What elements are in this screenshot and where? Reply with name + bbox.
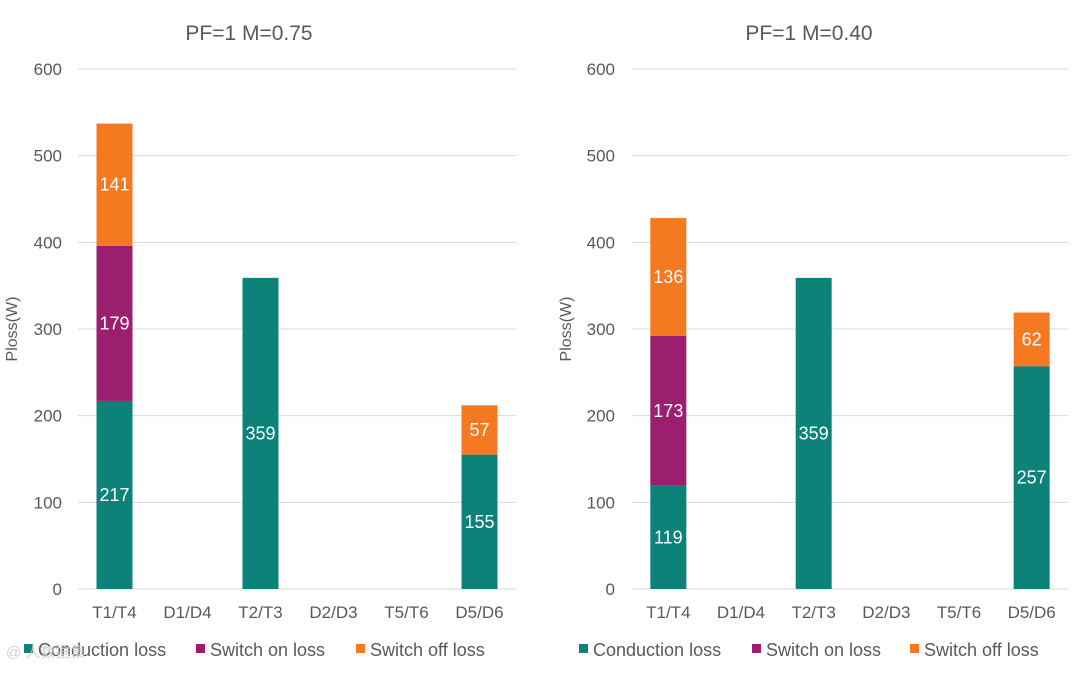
legend-label: Switch off loss	[370, 640, 485, 660]
x-tick-label: T1/T4	[92, 603, 136, 622]
legend-label: Conduction loss	[38, 640, 166, 660]
watermark-text: @ 人数据集	[6, 644, 85, 661]
x-tick-label: D5/D6	[455, 603, 503, 622]
y-tick-label: 600	[34, 60, 62, 79]
legend-label: Switch on loss	[210, 640, 325, 660]
y-tick-label: 300	[34, 320, 62, 339]
data-label: 359	[799, 423, 829, 443]
data-label: 136	[653, 267, 683, 287]
data-label: 217	[99, 485, 129, 505]
bar-segment	[96, 123, 133, 246]
chart-title: PF=1 M=0.75	[185, 22, 312, 45]
legend-swatch	[356, 644, 365, 653]
bar-segment	[1013, 366, 1050, 589]
y-tick-label: 100	[587, 493, 615, 512]
data-label: 141	[99, 175, 129, 195]
x-tick-label: D2/D3	[309, 603, 357, 622]
data-label: 57	[469, 420, 489, 440]
legend-swatch	[24, 644, 33, 653]
x-tick-label: T5/T6	[937, 603, 981, 622]
data-label: 173	[653, 401, 683, 421]
y-tick-label: 600	[587, 60, 615, 79]
bar-segment	[650, 335, 687, 486]
data-label: 359	[245, 423, 275, 443]
y-tick-label: 400	[587, 233, 615, 252]
y-axis-label: Ploss(W)	[4, 297, 21, 362]
legend-swatch	[910, 644, 919, 653]
x-tick-label: T2/T3	[791, 603, 835, 622]
y-tick-label: 400	[34, 233, 62, 252]
x-tick-label: D1/D4	[163, 603, 211, 622]
legend-label: Switch on loss	[766, 640, 881, 660]
bar-segment	[461, 454, 498, 589]
x-tick-label: T2/T3	[238, 603, 282, 622]
legend-label: Conduction loss	[593, 640, 721, 660]
x-tick-label: D5/D6	[1008, 603, 1056, 622]
data-label: 257	[1017, 468, 1047, 488]
bar-segment	[650, 485, 687, 589]
y-tick-label: 500	[587, 147, 615, 166]
y-tick-label: 100	[34, 493, 62, 512]
legend-swatch	[579, 644, 588, 653]
x-tick-label: T5/T6	[384, 603, 428, 622]
bar-segment	[650, 218, 687, 336]
legend-label: Switch off loss	[924, 640, 1039, 660]
x-tick-label: D2/D3	[862, 603, 910, 622]
bar-segment	[1013, 312, 1050, 367]
bar-segment	[96, 245, 133, 401]
chart-right: PF=1 M=0.40 0 100 200 300 400 500 600 Ploss(W) T1…	[558, 22, 1068, 660]
chart-left: PF=1 M=0.75 0 100 200 300 400 500 600 Ploss(W) T1…	[4, 22, 516, 660]
bar-segment	[96, 400, 133, 589]
y-tick-label: 0	[53, 580, 62, 599]
data-label: 155	[464, 512, 494, 532]
data-label: 119	[654, 527, 683, 547]
x-tick-label: D1/D4	[717, 603, 765, 622]
chart-title: PF=1 M=0.40	[745, 22, 872, 45]
data-label: 62	[1022, 329, 1042, 349]
legend-swatch	[196, 644, 205, 653]
y-tick-label: 0	[606, 580, 615, 599]
x-tick-label: T1/T4	[646, 603, 690, 622]
y-axis-label: Ploss(W)	[558, 297, 575, 362]
y-tick-label: 500	[34, 147, 62, 166]
y-tick-label: 300	[587, 320, 615, 339]
y-tick-label: 200	[587, 407, 615, 426]
bar-segment	[242, 277, 279, 589]
data-label: 179	[99, 313, 129, 333]
bar-segment	[795, 277, 832, 589]
y-tick-label: 200	[34, 407, 62, 426]
bar-segment	[461, 405, 498, 455]
legend-swatch	[752, 644, 761, 653]
